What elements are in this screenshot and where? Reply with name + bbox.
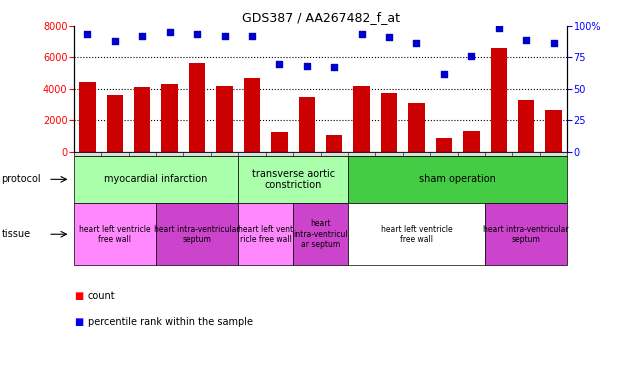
Bar	[271, 132, 288, 152]
Bar	[463, 131, 479, 152]
Text: count: count	[88, 291, 115, 302]
Point	[412, 40, 422, 46]
Point	[329, 64, 339, 70]
Text: tissue: tissue	[1, 229, 30, 239]
Point	[521, 37, 531, 42]
Bar	[436, 138, 452, 152]
Point	[466, 53, 476, 59]
Bar	[490, 48, 507, 152]
Bar	[106, 95, 123, 152]
Point	[356, 31, 367, 37]
Point	[192, 31, 203, 37]
Text: protocol: protocol	[1, 174, 41, 184]
Text: heart left ventricle
free wall: heart left ventricle free wall	[381, 224, 453, 244]
Text: heart intra-ventricular
septum: heart intra-ventricular septum	[154, 224, 240, 244]
Point	[247, 33, 257, 39]
Point	[165, 29, 175, 35]
Bar	[518, 100, 535, 152]
Point	[82, 31, 92, 37]
Bar	[381, 93, 397, 152]
Text: GDS387 / AA267482_f_at: GDS387 / AA267482_f_at	[242, 11, 399, 24]
Text: heart left vent
ricle free wall: heart left vent ricle free wall	[238, 224, 293, 244]
Point	[549, 40, 559, 46]
Point	[137, 33, 147, 39]
Text: sham operation: sham operation	[419, 174, 496, 184]
Bar	[216, 86, 233, 152]
Text: percentile rank within the sample: percentile rank within the sample	[88, 317, 253, 327]
Bar	[189, 63, 205, 152]
Bar	[299, 97, 315, 152]
Text: ■: ■	[74, 291, 83, 302]
Point	[494, 25, 504, 31]
Bar	[545, 110, 562, 152]
Bar	[408, 103, 425, 152]
Bar	[79, 82, 96, 152]
Bar	[326, 135, 342, 152]
Point	[438, 71, 449, 76]
Point	[219, 33, 229, 39]
Bar	[244, 78, 260, 152]
Text: heart
intra-ventricul
ar septum: heart intra-ventricul ar septum	[293, 219, 348, 249]
Text: myocardial infarction: myocardial infarction	[104, 174, 208, 184]
Point	[302, 63, 312, 69]
Text: transverse aortic
constriction: transverse aortic constriction	[251, 168, 335, 190]
Point	[384, 34, 394, 40]
Point	[274, 60, 285, 67]
Text: ■: ■	[74, 317, 83, 327]
Bar	[353, 86, 370, 152]
Point	[110, 38, 120, 44]
Bar	[134, 87, 151, 152]
Text: heart left ventricle
free wall: heart left ventricle free wall	[79, 224, 151, 244]
Text: heart intra-ventricular
septum: heart intra-ventricular septum	[483, 224, 569, 244]
Bar	[162, 84, 178, 152]
